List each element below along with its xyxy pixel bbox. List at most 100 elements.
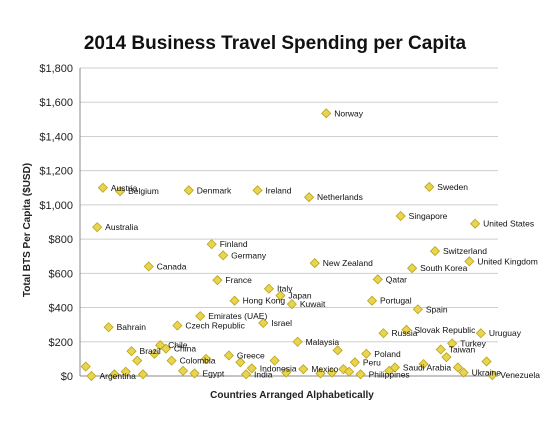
data-point: [407, 263, 418, 274]
data-point: [303, 192, 315, 203]
data-point: [395, 210, 406, 222]
point-label: Ireland: [266, 185, 292, 195]
point-label: Peru: [363, 357, 381, 367]
data-point: [252, 185, 263, 196]
data-point: [475, 328, 486, 339]
data-point: [92, 222, 103, 233]
point-label: Singapore: [409, 211, 448, 221]
data-point: [132, 355, 143, 366]
point-label: United Kingdom: [477, 256, 537, 266]
y-tick-label: $1,800: [39, 63, 73, 75]
data-point: [126, 346, 137, 357]
data-point: [372, 274, 383, 285]
data-point: [487, 370, 498, 381]
data-point: [223, 350, 234, 361]
data-point: [120, 366, 131, 377]
y-tick-label: $200: [49, 337, 73, 349]
point-label: Egypt: [203, 368, 225, 378]
point-label: Belgium: [128, 186, 159, 196]
data-point: [235, 357, 246, 368]
data-point: [470, 218, 481, 229]
point-label: China: [174, 344, 196, 354]
point-label: Austria: [111, 183, 138, 193]
data-point: [424, 181, 435, 192]
data-point: [229, 295, 240, 306]
y-tick-label: $800: [49, 234, 73, 246]
data-point: [189, 368, 200, 379]
data-point: [109, 369, 120, 380]
data-point: [218, 250, 229, 261]
data-point: [332, 345, 343, 356]
data-point: [263, 283, 275, 294]
y-tick-label: $1,600: [39, 97, 73, 109]
point-label: Norway: [334, 108, 364, 118]
point-label: Russia: [391, 328, 417, 338]
point-label: Saudi Arabia: [403, 362, 451, 372]
point-label: United States: [483, 219, 534, 229]
data-point: [292, 336, 303, 347]
data-point: [286, 299, 297, 310]
data-point: [240, 369, 252, 380]
point-label: Turkey: [460, 338, 486, 348]
data-point: [97, 182, 108, 193]
point-label: Hong Kong: [243, 296, 286, 306]
data-point: [361, 348, 372, 359]
data-point: [86, 370, 97, 382]
point-label: South Korea: [420, 263, 468, 273]
data-point: [389, 362, 400, 373]
data-point: [269, 355, 280, 366]
point-label: France: [225, 275, 252, 285]
y-tick-label: $1,400: [39, 131, 73, 143]
data-point: [166, 355, 177, 366]
y-axis-label: Total BTS Per Capita ($USD): [22, 163, 33, 297]
data-point: [183, 185, 194, 196]
point-label: Portugal: [380, 296, 412, 306]
point-label: Emirates (UAE): [208, 311, 267, 321]
data-point: [212, 275, 223, 286]
point-label: Poland: [374, 349, 401, 359]
data-point: [321, 108, 332, 119]
data-point: [366, 295, 378, 306]
point-label: Uruguay: [489, 328, 522, 338]
point-label: Germany: [231, 250, 267, 260]
data-point: [80, 361, 91, 372]
y-tick-label: $0: [61, 371, 73, 383]
point-label: Switzerland: [443, 246, 487, 256]
point-label: Israel: [271, 318, 292, 328]
x-axis-label: Countries Arranged Alphabetically: [210, 390, 374, 401]
chart-title: 2014 Business Travel Spending per Capita: [84, 33, 467, 54]
data-point: [458, 367, 469, 378]
data-points: [80, 108, 498, 382]
data-point: [149, 348, 160, 359]
point-label: Czech Republic: [185, 321, 245, 331]
data-point: [258, 317, 269, 329]
data-point: [344, 366, 355, 377]
point-label: Italy: [277, 284, 293, 294]
data-point: [206, 239, 217, 250]
data-point: [298, 364, 309, 375]
point-label: Canada: [157, 261, 187, 271]
point-label: Argentina: [99, 371, 136, 381]
point-label: Malaysia: [306, 337, 340, 347]
point-label: Venezuela: [500, 370, 540, 380]
data-point: [172, 320, 183, 331]
data-point: [309, 258, 320, 269]
point-label: India: [254, 369, 273, 379]
data-point: [338, 364, 349, 375]
y-tick-labels: $0 $200 $400 $600 $800 $1,000 $1,200 $1,400 $1,6…: [39, 63, 73, 383]
point-label: Bahrain: [117, 322, 147, 332]
data-point: [355, 369, 366, 380]
point-label: Ukraine: [472, 368, 502, 378]
data-point: [115, 186, 126, 197]
point-label: Philippines: [369, 369, 410, 379]
point-label: Brazil: [140, 346, 161, 356]
data-point: [275, 290, 286, 301]
point-label: Kuwait: [300, 299, 326, 309]
point-labels: Argentina Australia Austria Bahrain Belgium B…: [99, 108, 540, 381]
point-label: Greece: [237, 350, 265, 360]
data-point: [429, 246, 441, 257]
point-label: Netherlands: [317, 192, 363, 202]
point-label: Mexico: [311, 364, 338, 374]
point-label: Japan: [288, 291, 311, 301]
